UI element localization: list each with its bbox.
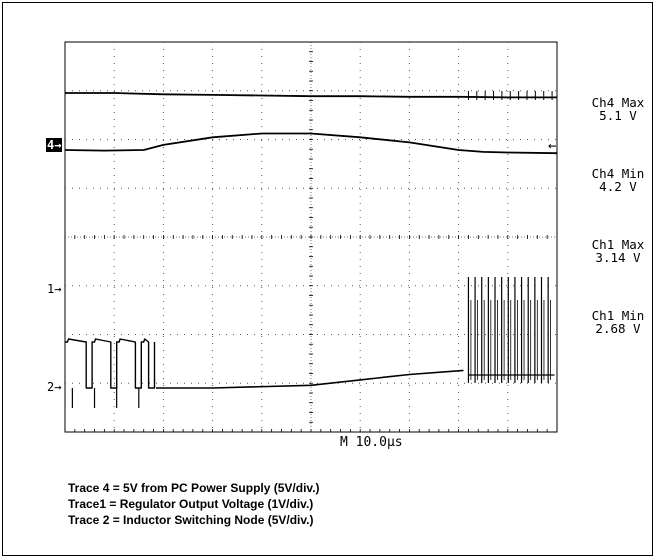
readout-ch1-min: Ch1 Min 2.68 V: [583, 309, 653, 335]
trace-4-min: [64, 132, 558, 155]
trace-captions: Trace 4 = 5V from PC Power Supply (5V/di…: [68, 480, 320, 528]
trace-4-max: [65, 92, 557, 99]
trace-2-switching-left: [65, 338, 156, 389]
caption-trace-1: Trace1 = Regulator Output Voltage (1V/di…: [68, 497, 314, 511]
readout-ch4-max: Ch4 Max 5.1 V: [583, 96, 653, 122]
readout-label: Ch1 Max: [591, 237, 645, 252]
readout-ch1-max: Ch1 Max 3.14 V: [583, 238, 653, 264]
readout-label: Ch4 Min: [591, 166, 645, 181]
readout-ch4-min: Ch4 Min 4.2 V: [583, 167, 653, 193]
ch4-reference-arrow: ←: [548, 138, 557, 154]
readout-value: 4.2 V: [599, 179, 637, 194]
readout-value: 3.14 V: [595, 250, 641, 265]
caption-trace-4: Trace 4 = 5V from PC Power Supply (5V/di…: [68, 481, 320, 495]
timebase-readout: M 10.0µs: [340, 435, 403, 450]
readout-value: 5.1 V: [599, 108, 637, 123]
readout-label: Ch4 Max: [591, 95, 645, 110]
ch1-marker: 1→: [47, 282, 62, 296]
readout-value: 2.68 V: [595, 321, 641, 336]
ch2-marker: 2→: [47, 380, 62, 394]
ch4-marker: 4→: [46, 138, 63, 152]
trace-1: [156, 369, 464, 389]
caption-trace-2: Trace 2 = Inductor Switching Node (5V/di…: [68, 513, 314, 527]
readout-label: Ch1 Min: [591, 308, 645, 323]
